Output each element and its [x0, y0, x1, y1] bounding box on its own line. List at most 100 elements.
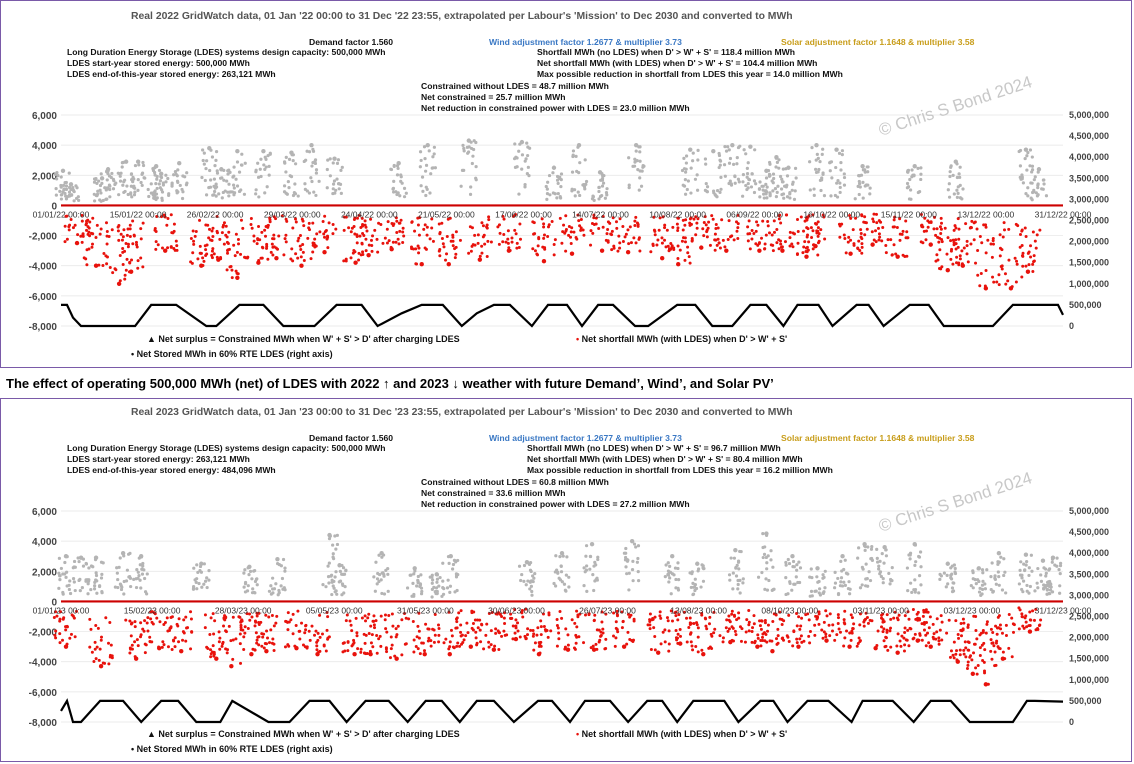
surplus-point — [729, 556, 733, 560]
surplus-point — [263, 167, 267, 171]
surplus-point — [768, 192, 772, 196]
shortfall-point — [485, 622, 489, 626]
surplus-point — [240, 163, 244, 167]
surplus-point — [638, 159, 642, 163]
shortfall-point — [387, 613, 391, 617]
surplus-point — [1046, 580, 1051, 584]
shortfall-point — [758, 624, 762, 628]
surplus-point — [791, 182, 795, 186]
surplus-point — [916, 166, 920, 171]
surplus-point — [214, 194, 218, 198]
shortfall-point — [1007, 227, 1011, 231]
surplus-point — [139, 555, 143, 559]
surplus-point — [636, 570, 640, 574]
shortfall-point — [676, 244, 680, 248]
shortfall-point — [1034, 246, 1038, 250]
surplus-point — [857, 546, 861, 550]
surplus-point — [431, 155, 435, 159]
surplus-point — [528, 587, 532, 591]
surplus-point — [592, 198, 596, 202]
surplus-point — [1039, 573, 1043, 577]
shortfall-point — [472, 610, 476, 614]
shortfall-point — [733, 629, 737, 633]
shortfall-point — [591, 647, 597, 652]
surplus-point — [416, 574, 420, 579]
surplus-point — [833, 586, 837, 590]
shortfall-point — [572, 646, 576, 650]
shortfall-point — [1032, 254, 1036, 258]
shortfall-point — [958, 257, 962, 261]
shortfall-point — [748, 247, 752, 251]
shortfall-point — [924, 644, 928, 648]
surplus-point — [138, 578, 142, 582]
shortfall-point — [175, 622, 179, 626]
shortfall-point — [817, 239, 821, 243]
shortfall-point — [497, 631, 501, 635]
surplus-point — [207, 569, 211, 573]
surplus-point — [1042, 586, 1046, 590]
shortfall-point — [799, 624, 803, 628]
surplus-point — [235, 184, 240, 188]
surplus-point — [629, 538, 635, 544]
surplus-point — [155, 186, 159, 191]
surplus-point — [748, 144, 753, 149]
chart-panel-2023: Real 2023 GridWatch data, 01 Jan '23 00:… — [0, 398, 1132, 762]
surplus-point — [402, 195, 407, 199]
shortfall-point — [610, 248, 614, 252]
shortfall-point — [906, 610, 910, 614]
shortfall-point — [570, 618, 574, 622]
shortfall-point — [707, 622, 711, 626]
shortfall-point — [236, 272, 240, 276]
surplus-point — [976, 578, 980, 582]
shortfall-point — [574, 641, 578, 645]
shortfall-point — [594, 216, 598, 220]
shortfall-point — [260, 230, 264, 234]
shortfall-point — [625, 249, 631, 255]
shortfall-point — [139, 256, 143, 260]
surplus-point — [588, 567, 592, 571]
surplus-point — [71, 577, 76, 581]
surplus-point — [62, 187, 66, 191]
shortfall-point — [362, 234, 366, 238]
surplus-point — [451, 562, 456, 567]
surplus-point — [451, 567, 455, 571]
y-left-tick: 4,000 — [32, 537, 57, 548]
shortfall-point — [272, 237, 276, 241]
surplus-point — [838, 181, 842, 185]
surplus-point — [788, 192, 792, 196]
shortfall-point — [577, 635, 581, 639]
shortfall-point — [399, 218, 403, 222]
shortfall-point — [110, 654, 114, 658]
surplus-point — [125, 568, 129, 572]
surplus-point — [1040, 558, 1046, 563]
shortfall-point — [917, 617, 921, 621]
shortfall-point — [747, 609, 751, 613]
shortfall-point — [831, 623, 835, 627]
shortfall-point — [210, 229, 214, 233]
surplus-point — [780, 193, 784, 197]
shortfall-point — [629, 241, 633, 245]
shortfall-point — [322, 232, 326, 236]
surplus-point — [261, 148, 266, 154]
shortfall-point — [444, 258, 448, 262]
shortfall-point — [688, 261, 692, 265]
shortfall-point — [842, 618, 846, 622]
surplus-point — [600, 178, 605, 182]
ldes-capacity: Long Duration Energy Storage (LDES) syst… — [67, 47, 386, 57]
surplus-point — [847, 580, 851, 584]
ldes-start: LDES start-year stored energy: 500,000 M… — [67, 58, 250, 68]
shortfall-point — [291, 226, 295, 230]
shortfall-point — [378, 634, 382, 638]
surplus-point — [840, 153, 844, 157]
shortfall-point — [1031, 230, 1035, 234]
surplus-point — [842, 183, 847, 187]
shortfall-point — [262, 646, 266, 650]
surplus-point — [761, 555, 765, 560]
surplus-point — [752, 190, 757, 195]
shortfall-point — [312, 241, 316, 245]
shortfall-point — [409, 245, 413, 249]
shortfall-point — [825, 614, 829, 618]
surplus-point — [780, 177, 784, 181]
shortfall-point — [774, 637, 778, 641]
surplus-point — [379, 578, 383, 582]
